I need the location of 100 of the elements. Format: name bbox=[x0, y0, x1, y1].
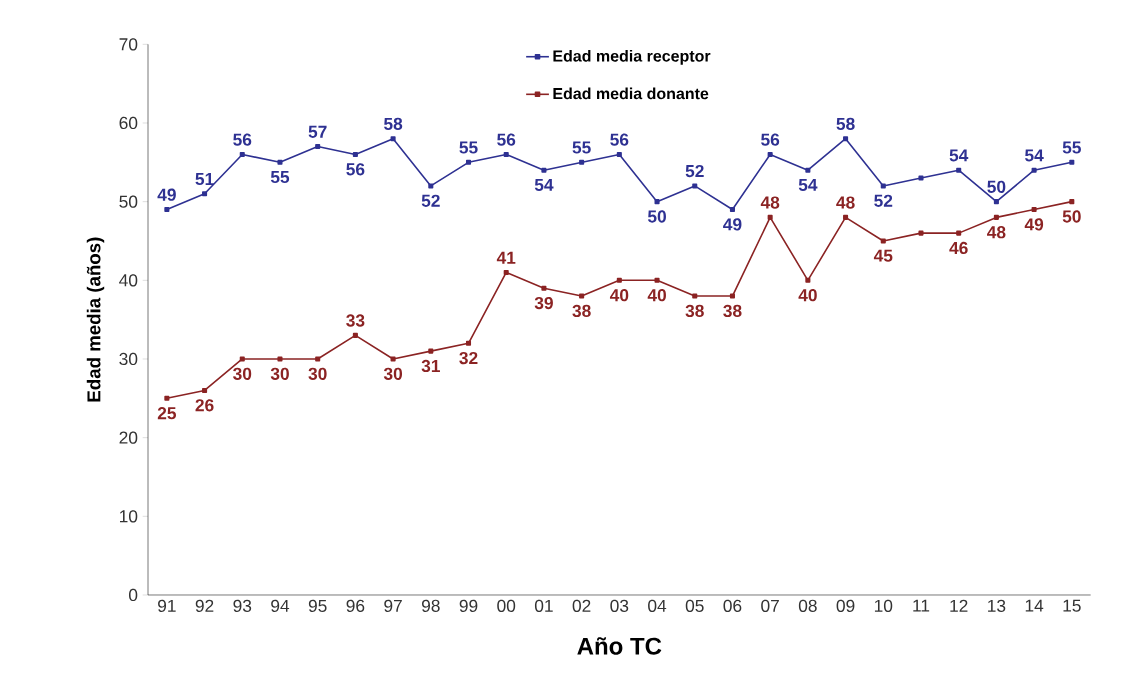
x-tick-label: 11 bbox=[913, 599, 930, 612]
point bbox=[579, 293, 585, 299]
y-tick-label: 60 bbox=[119, 116, 138, 130]
y-tick-label: 30 bbox=[119, 352, 138, 366]
x-tick-label: 08 bbox=[798, 599, 817, 612]
y-axis-title: Edad media (años) bbox=[86, 237, 105, 402]
point bbox=[390, 356, 396, 362]
point bbox=[843, 136, 849, 142]
y-tick-label: 50 bbox=[119, 195, 138, 208]
legend-label: Edad media donante bbox=[553, 87, 709, 100]
data-label: 50 bbox=[987, 180, 1006, 193]
x-tick-label: 99 bbox=[459, 599, 478, 612]
y-tick-label: 70 bbox=[119, 38, 138, 51]
legend-label: Edad media receptor bbox=[553, 49, 711, 65]
point bbox=[1069, 159, 1075, 165]
y-tick-label: 20 bbox=[119, 431, 138, 444]
data-label: 55 bbox=[572, 141, 591, 154]
point bbox=[918, 230, 924, 236]
data-label: 46 bbox=[949, 241, 968, 255]
point bbox=[390, 136, 396, 142]
data-label: 52 bbox=[421, 194, 440, 207]
point bbox=[202, 387, 208, 393]
point bbox=[352, 151, 358, 157]
point bbox=[277, 159, 283, 165]
data-label: 56 bbox=[346, 163, 365, 176]
data-label: 49 bbox=[723, 218, 742, 231]
data-label: 52 bbox=[685, 164, 704, 178]
point bbox=[956, 230, 962, 236]
data-label: 55 bbox=[1062, 141, 1081, 154]
x-tick-label: 00 bbox=[497, 599, 516, 612]
x-tick-label: 96 bbox=[346, 599, 365, 612]
data-label: 58 bbox=[384, 117, 403, 131]
data-label: 56 bbox=[497, 133, 516, 146]
data-label: 25 bbox=[157, 407, 177, 420]
data-label: 54 bbox=[798, 178, 818, 191]
data-label: 40 bbox=[798, 289, 817, 302]
point bbox=[729, 206, 735, 213]
data-label: 52 bbox=[874, 194, 893, 207]
data-label: 49 bbox=[1024, 218, 1044, 231]
point bbox=[654, 277, 660, 283]
point bbox=[315, 144, 321, 150]
x-tick-label: 97 bbox=[384, 599, 402, 612]
data-label: 56 bbox=[761, 133, 780, 146]
x-tick-label: 13 bbox=[988, 599, 1006, 612]
point bbox=[202, 191, 208, 197]
point bbox=[729, 293, 735, 299]
point bbox=[503, 151, 509, 157]
point bbox=[956, 167, 962, 173]
x-tick-label: 92 bbox=[195, 599, 214, 612]
point bbox=[692, 183, 698, 189]
point bbox=[428, 183, 434, 189]
data-label: 54 bbox=[949, 149, 969, 162]
x-tick-label: 09 bbox=[836, 599, 855, 612]
point bbox=[465, 159, 472, 165]
data-label: 50 bbox=[1062, 210, 1081, 223]
data-label: 54 bbox=[1025, 149, 1044, 162]
x-tick-label: 06 bbox=[723, 599, 742, 612]
data-label: 56 bbox=[233, 133, 252, 146]
point bbox=[465, 340, 472, 346]
data-label: 55 bbox=[270, 171, 290, 184]
point bbox=[239, 356, 245, 362]
data-label: 31 bbox=[421, 359, 440, 373]
point bbox=[352, 332, 358, 338]
point bbox=[164, 395, 170, 401]
data-label: 30 bbox=[308, 367, 327, 380]
x-tick-label: 94 bbox=[271, 599, 290, 612]
point bbox=[880, 183, 886, 189]
point bbox=[1031, 206, 1037, 213]
data-label: 41 bbox=[496, 251, 516, 264]
data-label: 48 bbox=[836, 196, 855, 209]
x-tick-label: 98 bbox=[421, 599, 440, 612]
data-label: 57 bbox=[308, 125, 327, 138]
x-tick-label: 01 bbox=[534, 599, 553, 612]
point bbox=[277, 356, 283, 362]
data-label: 39 bbox=[534, 296, 553, 310]
data-label: 54 bbox=[534, 178, 554, 191]
point bbox=[918, 175, 924, 181]
point bbox=[616, 151, 622, 157]
point bbox=[767, 151, 773, 157]
data-label: 48 bbox=[760, 196, 780, 209]
point bbox=[541, 285, 547, 291]
x-tick-label: 15 bbox=[1063, 599, 1081, 612]
data-label: 58 bbox=[836, 117, 855, 131]
x-tick-label: 10 bbox=[874, 599, 893, 612]
point bbox=[315, 356, 321, 362]
point bbox=[993, 214, 999, 220]
data-label: 51 bbox=[195, 172, 214, 186]
point bbox=[616, 277, 622, 283]
data-label: 32 bbox=[459, 351, 478, 365]
point bbox=[164, 206, 170, 213]
point bbox=[805, 167, 811, 173]
x-tick-label: 12 bbox=[950, 599, 968, 612]
point bbox=[579, 159, 585, 165]
x-tick-label: 93 bbox=[233, 599, 252, 612]
data-label: 38 bbox=[685, 304, 704, 318]
data-label: 38 bbox=[723, 304, 742, 318]
data-label: 33 bbox=[346, 314, 365, 327]
point bbox=[541, 167, 547, 173]
data-label: 30 bbox=[383, 367, 403, 380]
data-label: 49 bbox=[157, 188, 176, 201]
